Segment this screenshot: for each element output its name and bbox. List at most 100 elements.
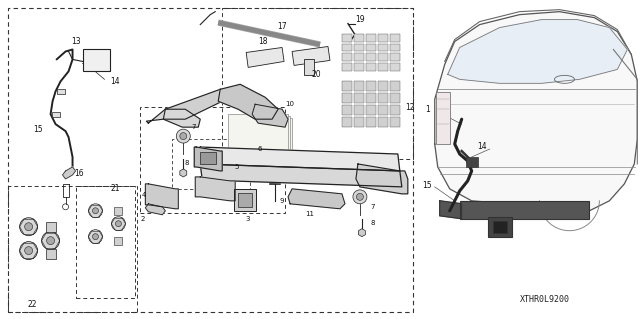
Bar: [140, 107, 285, 213]
Bar: [378, 117, 388, 127]
Text: 2: 2: [140, 216, 145, 222]
Text: 22: 22: [28, 300, 37, 309]
Bar: [436, 92, 450, 144]
Circle shape: [47, 237, 54, 245]
Text: 7: 7: [191, 124, 196, 130]
Bar: [493, 221, 507, 233]
Text: 10: 10: [285, 101, 294, 107]
Text: 14: 14: [477, 142, 486, 151]
Polygon shape: [448, 19, 627, 83]
Polygon shape: [218, 84, 278, 119]
Bar: [378, 43, 388, 51]
Bar: [354, 117, 364, 127]
Bar: [56, 89, 65, 94]
Text: 19: 19: [355, 15, 365, 24]
Text: 15: 15: [33, 125, 42, 134]
Text: 15: 15: [422, 182, 431, 190]
Bar: [366, 63, 376, 71]
Bar: [8, 8, 413, 312]
Bar: [366, 54, 376, 62]
Text: 11: 11: [305, 211, 314, 217]
Circle shape: [42, 232, 60, 249]
Bar: [342, 33, 352, 41]
Bar: [390, 43, 400, 51]
Bar: [466, 157, 477, 167]
Polygon shape: [200, 147, 400, 171]
Bar: [83, 49, 111, 71]
Bar: [354, 33, 364, 41]
Circle shape: [20, 218, 38, 236]
Bar: [354, 81, 364, 91]
Circle shape: [88, 230, 102, 244]
Polygon shape: [288, 189, 345, 209]
Bar: [378, 81, 388, 91]
Polygon shape: [435, 12, 637, 214]
Circle shape: [356, 193, 364, 200]
Polygon shape: [356, 164, 408, 194]
Circle shape: [115, 221, 122, 227]
Text: 14: 14: [111, 77, 120, 86]
Bar: [460, 201, 589, 219]
Bar: [342, 93, 352, 103]
Polygon shape: [147, 109, 200, 127]
Bar: [76, 186, 136, 298]
Bar: [200, 152, 216, 164]
Text: 5: 5: [234, 164, 238, 170]
Text: 8: 8: [371, 220, 375, 226]
Text: 13: 13: [70, 37, 81, 46]
Bar: [366, 81, 376, 91]
Bar: [304, 59, 314, 75]
Circle shape: [93, 234, 99, 240]
Bar: [230, 116, 290, 154]
Bar: [342, 43, 352, 51]
Circle shape: [20, 241, 38, 260]
Text: 6: 6: [258, 146, 262, 152]
Text: 21: 21: [111, 184, 120, 193]
Bar: [366, 33, 376, 41]
Circle shape: [25, 247, 33, 255]
Bar: [390, 81, 400, 91]
Circle shape: [353, 190, 367, 204]
Bar: [45, 249, 56, 259]
Bar: [342, 105, 352, 115]
Text: 12: 12: [405, 103, 415, 112]
Bar: [342, 63, 352, 71]
Bar: [366, 43, 376, 51]
Bar: [390, 54, 400, 62]
Text: 7: 7: [371, 204, 375, 210]
Bar: [115, 237, 122, 245]
Bar: [342, 117, 352, 127]
Text: 8: 8: [184, 160, 189, 166]
Bar: [342, 54, 352, 62]
Polygon shape: [163, 89, 240, 119]
Polygon shape: [200, 164, 402, 187]
Polygon shape: [292, 47, 330, 65]
Bar: [222, 8, 413, 159]
Bar: [8, 186, 138, 312]
Bar: [378, 93, 388, 103]
Circle shape: [180, 133, 187, 140]
Bar: [390, 105, 400, 115]
Bar: [228, 114, 288, 152]
Bar: [342, 81, 352, 91]
Text: 4: 4: [141, 192, 145, 198]
Bar: [378, 63, 388, 71]
Polygon shape: [63, 167, 76, 179]
Bar: [354, 54, 364, 62]
Polygon shape: [145, 184, 179, 209]
Bar: [366, 117, 376, 127]
Bar: [390, 63, 400, 71]
Bar: [52, 112, 60, 117]
Bar: [390, 33, 400, 41]
Polygon shape: [145, 204, 165, 215]
Bar: [390, 117, 400, 127]
Bar: [488, 217, 511, 237]
Bar: [115, 207, 122, 215]
Text: 1: 1: [426, 105, 430, 114]
Bar: [232, 118, 292, 156]
Bar: [172, 139, 250, 189]
Polygon shape: [246, 48, 284, 67]
Bar: [354, 43, 364, 51]
Bar: [238, 193, 252, 207]
Bar: [354, 105, 364, 115]
